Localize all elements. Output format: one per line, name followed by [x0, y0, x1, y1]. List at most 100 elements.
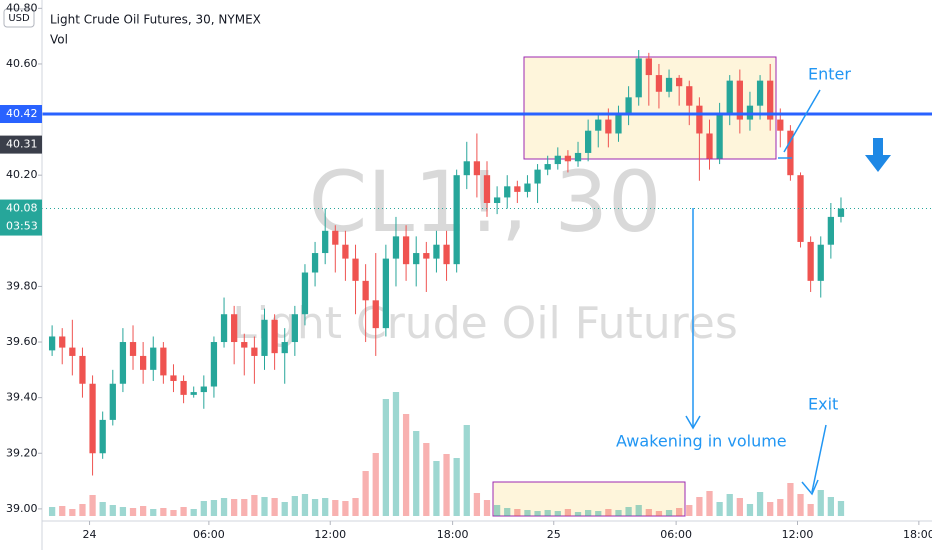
candle-body	[160, 347, 167, 376]
candle-body	[595, 119, 602, 131]
volume-bar	[210, 500, 218, 516]
last-price-label: 40.08	[6, 202, 38, 215]
y-tick-label: 40.80	[6, 1, 38, 14]
down-arrow-icon	[865, 138, 891, 172]
volume-bar	[483, 500, 491, 516]
volume-bar	[109, 505, 116, 516]
candle-body	[534, 169, 541, 184]
volume-bar	[382, 399, 389, 516]
volume-bar	[281, 502, 288, 516]
currency-box[interactable]	[3, 8, 35, 28]
candle-body	[89, 383, 96, 454]
candle-body	[716, 114, 723, 159]
annotation: Awakening in volume	[616, 432, 787, 451]
volume-bar	[332, 500, 339, 516]
volume-bar	[777, 499, 784, 516]
volume-bar	[837, 501, 845, 516]
volume-bar	[686, 505, 693, 516]
candle-body	[119, 342, 127, 384]
y-tick-label: 40.60	[6, 57, 38, 70]
candle-body	[797, 175, 804, 242]
candle-body	[493, 197, 501, 203]
annotation-line	[811, 424, 827, 493]
candle-body	[483, 175, 491, 203]
volume-bar	[585, 510, 592, 516]
volume-bar	[665, 510, 673, 516]
volume-bar	[311, 499, 319, 516]
volume-bar	[595, 511, 602, 516]
candle-body	[736, 80, 743, 120]
candle-body	[352, 258, 359, 281]
watermark-subtitle: Light Crude Oil Futures	[232, 298, 738, 349]
x-tick-label: 24	[83, 528, 97, 541]
volume-bar	[564, 509, 572, 516]
candle-body	[817, 244, 824, 281]
candle-body	[59, 336, 66, 348]
volume-bar	[605, 509, 612, 516]
candle-body	[726, 80, 733, 115]
candle-body	[413, 253, 420, 265]
candle-body	[79, 355, 86, 384]
candle-body	[109, 383, 116, 420]
y-tick-label: 39.20	[6, 446, 38, 459]
volume-bar	[767, 502, 774, 516]
volume-bar	[676, 508, 683, 516]
candle-body	[362, 280, 369, 301]
volume-bar	[200, 501, 207, 516]
volume-bar	[655, 511, 663, 516]
candle-body	[190, 392, 197, 395]
volume-bar	[433, 461, 440, 516]
candle-body	[686, 86, 693, 106]
volume-bar	[524, 510, 531, 516]
y-tick-label: 40.20	[6, 168, 38, 181]
candle-body	[827, 216, 834, 245]
volume-bar	[453, 458, 460, 516]
volume-bar	[372, 453, 379, 516]
candle-body	[645, 58, 652, 76]
candle-body	[210, 342, 218, 387]
chart-title: Light Crude Oil Futures, 30, NYMEX	[50, 13, 261, 27]
x-tick-label: 18:00	[903, 528, 932, 541]
volume-bar	[463, 425, 470, 516]
volume-bar	[119, 507, 127, 516]
candle-body	[433, 244, 440, 259]
price-tag	[0, 105, 42, 124]
volume-bar	[413, 431, 420, 516]
volume-bar	[231, 499, 238, 516]
candle-body	[787, 130, 794, 176]
volume-bar	[79, 504, 86, 516]
volume-bar	[89, 495, 96, 516]
x-tick-label: 06:00	[660, 528, 692, 541]
candle-body	[48, 336, 56, 351]
volume-bar	[726, 494, 733, 516]
currency[interactable]: USD	[8, 13, 30, 24]
candle-body	[655, 75, 663, 92]
volume-bar	[615, 510, 622, 516]
candle-body	[625, 97, 632, 115]
volume-bar	[241, 499, 248, 516]
volume-bar	[150, 509, 157, 516]
volume-bar	[170, 510, 177, 516]
annotation: Enter	[808, 65, 851, 84]
volume-bar	[362, 471, 369, 516]
candle-body	[99, 419, 106, 454]
candle-body	[291, 314, 298, 343]
x-tick-label: 12:00	[314, 528, 346, 541]
candle-body	[382, 258, 389, 329]
annotation: Exit	[808, 395, 838, 414]
volume-bar	[160, 508, 167, 516]
candle-body	[615, 114, 622, 134]
volume-bar	[625, 507, 632, 516]
volume-bar	[716, 502, 723, 516]
volume-bar	[352, 498, 359, 516]
y-tick-label: 39.80	[6, 279, 38, 292]
candle-body	[837, 208, 845, 217]
last-price-tag	[0, 199, 42, 236]
candle-body	[564, 155, 572, 162]
candle-body	[777, 119, 784, 131]
volume-bar	[261, 497, 268, 516]
volume-bar	[301, 494, 309, 516]
